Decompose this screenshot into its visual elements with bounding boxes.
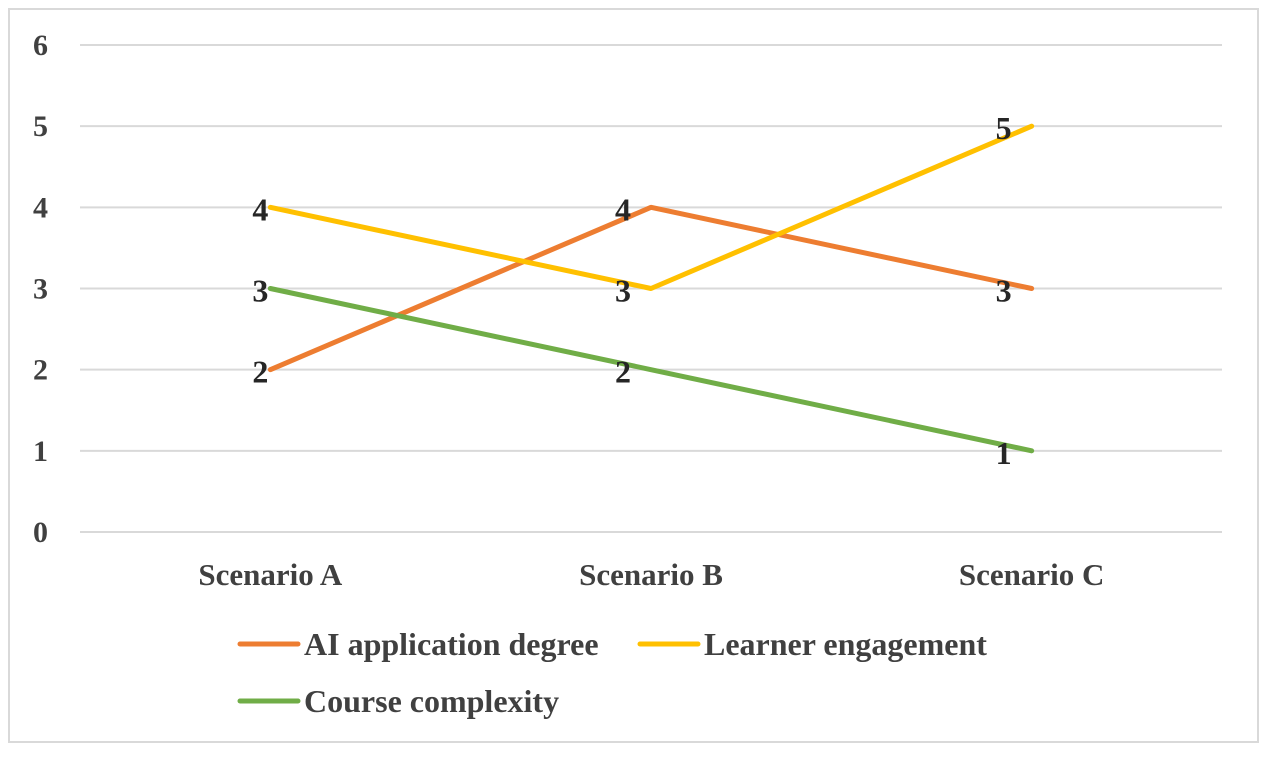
series-line-2 bbox=[267, 286, 1035, 454]
chart-border bbox=[8, 8, 1259, 743]
data-label: 3 bbox=[252, 273, 268, 309]
data-label: 3 bbox=[615, 273, 631, 309]
legend-label: Learner engagement bbox=[704, 626, 987, 662]
data-label: 3 bbox=[996, 273, 1012, 309]
series-line-1 bbox=[267, 123, 1035, 291]
data-label: 1 bbox=[996, 435, 1012, 471]
x-category-label: Scenario C bbox=[959, 557, 1105, 592]
series-lines bbox=[267, 123, 1035, 454]
data-labels: 2 4 3 4 3 5 3 2 1 bbox=[252, 110, 1011, 471]
data-label: 2 bbox=[615, 354, 631, 390]
data-label: 4 bbox=[615, 191, 631, 227]
y-tick-label: 3 bbox=[33, 273, 48, 306]
y-tick-label: 2 bbox=[33, 354, 48, 387]
legend-label: Course complexity bbox=[304, 683, 559, 719]
data-label: 2 bbox=[252, 354, 268, 390]
data-label: 5 bbox=[996, 110, 1012, 146]
y-tick-label: 4 bbox=[33, 191, 48, 224]
legend-label: AI application degree bbox=[304, 626, 599, 662]
y-tick-label: 0 bbox=[33, 516, 48, 549]
x-axis-categories: Scenario A Scenario B Scenario C bbox=[198, 557, 1104, 592]
y-tick-label: 5 bbox=[33, 110, 48, 143]
x-category-label: Scenario B bbox=[579, 557, 723, 592]
y-tick-label: 6 bbox=[33, 29, 48, 62]
x-category-label: Scenario A bbox=[198, 557, 342, 592]
legend: AI application degree Learner engagement C… bbox=[237, 626, 987, 719]
data-label: 4 bbox=[252, 191, 268, 227]
y-tick-label: 1 bbox=[33, 435, 48, 468]
y-axis-ticks: 0 1 2 3 4 5 6 bbox=[33, 29, 48, 549]
